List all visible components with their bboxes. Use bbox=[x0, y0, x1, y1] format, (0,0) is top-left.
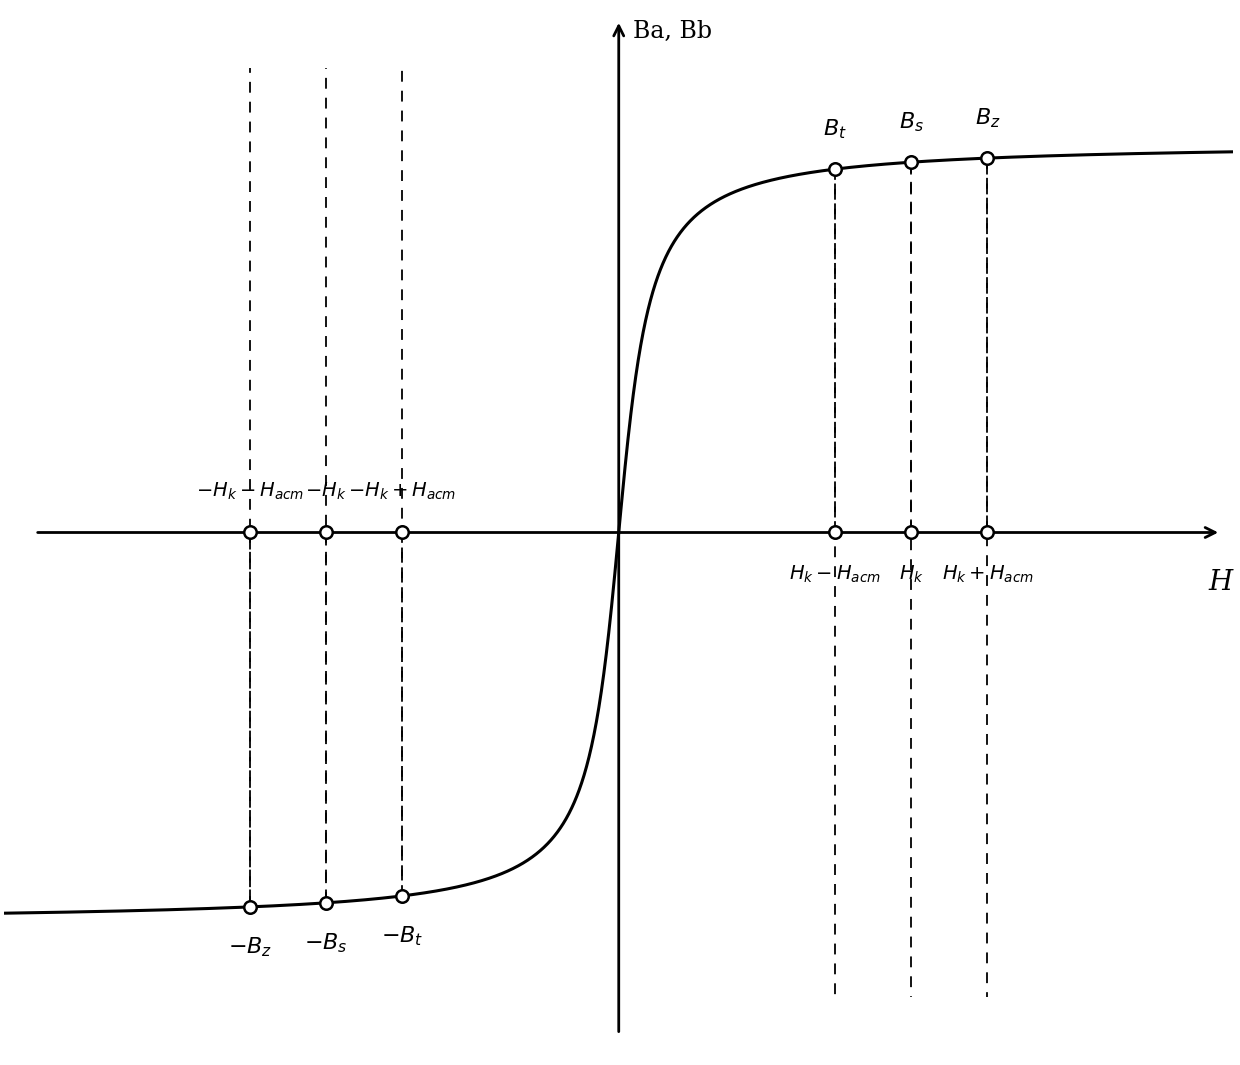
Text: $-H_k$: $-H_k$ bbox=[305, 480, 347, 502]
Text: H: H bbox=[1209, 569, 1233, 596]
Text: $H_k$: $H_k$ bbox=[899, 563, 924, 585]
Text: $-B_s$: $-B_s$ bbox=[304, 931, 348, 955]
Text: $-B_z$: $-B_z$ bbox=[228, 935, 272, 959]
Text: Ba, Bb: Ba, Bb bbox=[634, 20, 712, 43]
Text: $H_k - H_{acm}$: $H_k - H_{acm}$ bbox=[790, 563, 882, 585]
Text: $-B_t$: $-B_t$ bbox=[381, 924, 423, 948]
Text: $-H_k + H_{acm}$: $-H_k + H_{acm}$ bbox=[348, 480, 456, 502]
Text: $B_t$: $B_t$ bbox=[823, 117, 847, 141]
Text: $B_z$: $B_z$ bbox=[975, 106, 1001, 130]
Text: $H_k + H_{acm}$: $H_k + H_{acm}$ bbox=[941, 563, 1033, 585]
Text: $-H_k - H_{acm}$: $-H_k - H_{acm}$ bbox=[196, 480, 304, 502]
Text: $B_s$: $B_s$ bbox=[899, 110, 924, 134]
